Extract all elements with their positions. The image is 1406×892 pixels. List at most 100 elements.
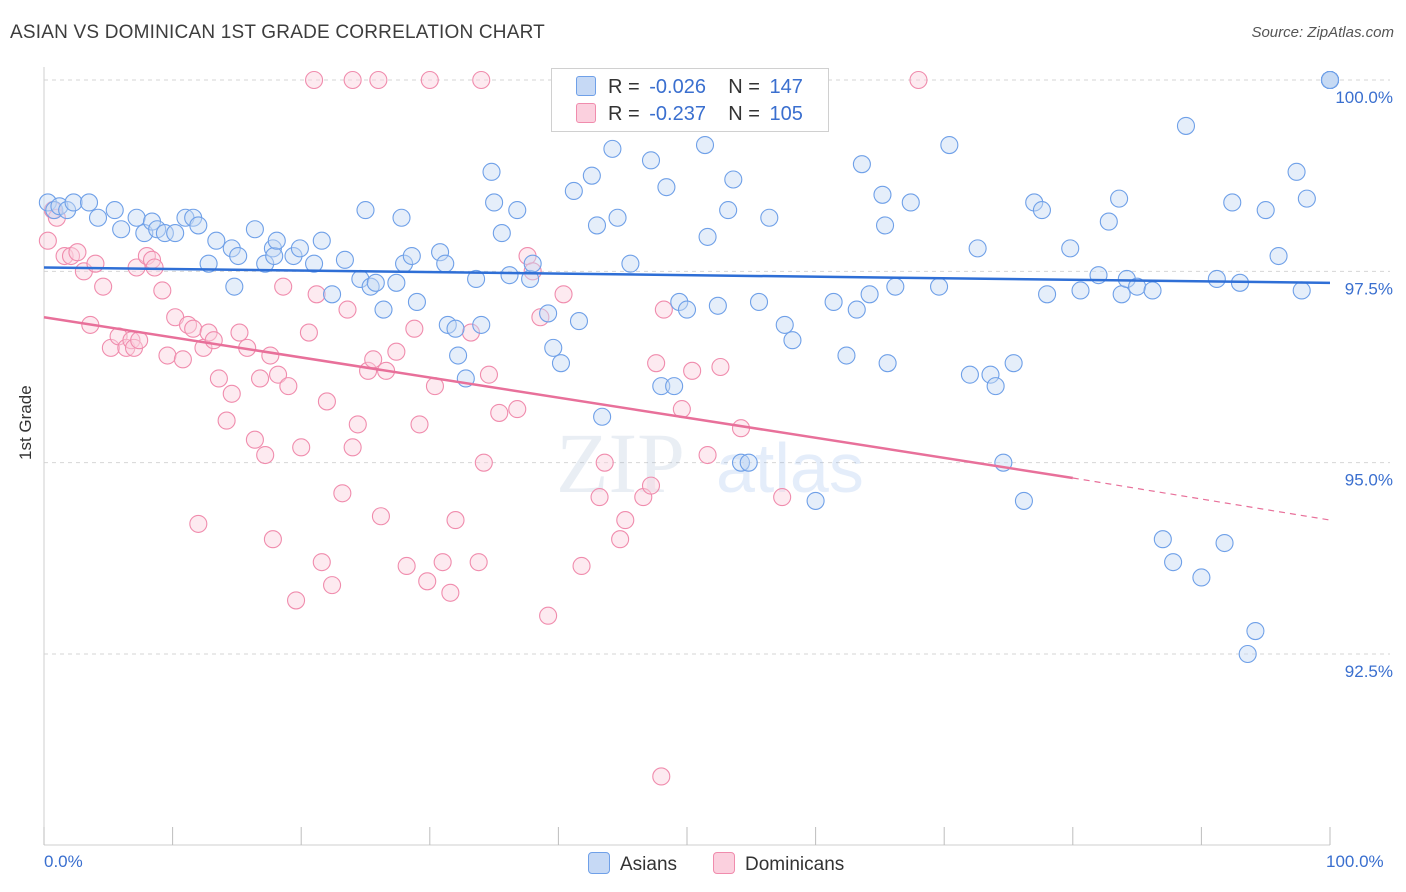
asians-point-18 <box>199 254 218 273</box>
asians-point-35 <box>356 201 375 220</box>
asians-point-96 <box>886 277 905 296</box>
dominicans-point-65 <box>441 583 460 602</box>
source-label: Source: ZipAtlas.com <box>1251 24 1394 41</box>
watermark-zip: ZIP <box>556 415 685 511</box>
asians-point-27 <box>267 231 286 250</box>
dominicans-point-68 <box>469 553 488 572</box>
dominicans-point-44 <box>292 438 311 457</box>
asians-point-4 <box>64 193 83 212</box>
dominicans-point-78 <box>572 556 591 576</box>
asians-point-100 <box>960 365 979 384</box>
dominicans-point-61 <box>410 415 429 434</box>
dominicans-point-23 <box>173 350 192 369</box>
asians-point-68 <box>608 208 627 227</box>
asians-point-83 <box>749 292 769 311</box>
asians-point-66 <box>593 407 612 426</box>
dominicans-point-66 <box>446 511 465 530</box>
dominicans-point-25 <box>184 319 203 338</box>
asians-point-6 <box>88 208 108 227</box>
dominicans-point-69 <box>474 453 493 472</box>
asians-point-22 <box>229 246 248 266</box>
asians-point-67 <box>603 139 622 158</box>
dominicans-point-37 <box>256 445 275 465</box>
asians-point-119 <box>1153 530 1172 549</box>
dominicans-point-71 <box>490 403 509 422</box>
dominicans-point-53 <box>348 415 367 434</box>
asians-point-44 <box>431 243 450 262</box>
dominicans-point-43 <box>287 591 306 610</box>
asians-point-107 <box>1025 193 1044 212</box>
trend-lines <box>43 266 1331 521</box>
legend-n-asians: 147 <box>769 76 803 98</box>
y-axis-label: 1st Grade <box>16 385 35 460</box>
dominicans-trend-line <box>43 316 1073 480</box>
asians-point-54 <box>492 224 511 243</box>
asians-point-101 <box>968 239 987 258</box>
asians-point-9 <box>127 208 146 227</box>
asians-point-97 <box>901 193 920 212</box>
asians-point-91 <box>852 155 871 174</box>
asians-point-45 <box>436 254 455 273</box>
asians-point-60 <box>544 338 563 357</box>
dominicans-point-101 <box>343 70 362 90</box>
dominicans-point-29 <box>204 331 223 350</box>
dominicans-point-100 <box>369 70 388 90</box>
dominicans-point-82 <box>616 511 635 530</box>
x-tick-min: 0.0% <box>44 852 83 871</box>
asians-point-90 <box>847 300 866 319</box>
asians-point-8 <box>112 220 131 239</box>
asians-point-32 <box>323 285 342 304</box>
asians-point-64 <box>582 166 601 185</box>
legend-swatch-dominicans <box>576 103 596 123</box>
asians-point-94 <box>875 216 895 235</box>
asians-point-51 <box>472 315 491 334</box>
legend-n-dominicans: 105 <box>769 103 803 125</box>
asians-point-39 <box>387 273 406 292</box>
dominicans-point-70 <box>479 365 499 384</box>
asians-point-114 <box>1110 189 1129 208</box>
y-tick-label-3: 100.0% <box>1335 88 1393 107</box>
asians-point-132 <box>1292 281 1311 300</box>
asians-point-103 <box>986 377 1005 396</box>
asians-point-89 <box>837 346 856 365</box>
asians-point-76 <box>695 136 715 155</box>
asians-point-30 <box>305 254 324 273</box>
asians-point-73 <box>665 377 684 396</box>
asians-point-53 <box>485 193 504 212</box>
asians-point-110 <box>1061 239 1080 258</box>
asians-point-80 <box>724 170 743 189</box>
asians-point-50 <box>467 269 486 289</box>
dominicans-point-81 <box>611 530 630 549</box>
asians-point-38 <box>374 300 393 319</box>
dominicans-point-48 <box>317 392 336 411</box>
asians-point-109 <box>1038 285 1057 304</box>
dominicans-point-52 <box>343 438 362 457</box>
asians-point-65 <box>587 216 607 235</box>
dominicans-point-77 <box>554 285 573 304</box>
asians-point-59 <box>539 304 558 323</box>
asians-point-42 <box>402 246 421 266</box>
dominicans-point-26 <box>189 514 208 533</box>
dominicans-point-40 <box>269 365 288 384</box>
dominicans-point-50 <box>333 484 352 503</box>
axes <box>43 67 1331 846</box>
asians-point-108 <box>1032 201 1051 220</box>
asians-point-69 <box>621 254 640 273</box>
y-tick-label-1: 95.0% <box>1345 471 1393 490</box>
asians-point-86 <box>783 331 802 350</box>
asians-point-21 <box>225 277 244 296</box>
dominicans-point-31 <box>217 411 236 430</box>
dominicans-trend-extension <box>1072 477 1331 521</box>
asians-point-130 <box>1269 246 1288 266</box>
asians-point-14 <box>166 224 185 243</box>
bottom-legend: Asians Dominicans <box>0 852 1406 878</box>
asians-point-74 <box>670 292 689 311</box>
dominicans-point-62 <box>418 572 437 591</box>
legend-r-asians: -0.026 <box>649 76 706 98</box>
asians-point-121 <box>1176 116 1196 135</box>
asians-point-120 <box>1164 553 1183 572</box>
asians-point-19 <box>207 231 226 250</box>
dominicans-point-35 <box>245 430 264 449</box>
asians-point-7 <box>105 201 124 220</box>
